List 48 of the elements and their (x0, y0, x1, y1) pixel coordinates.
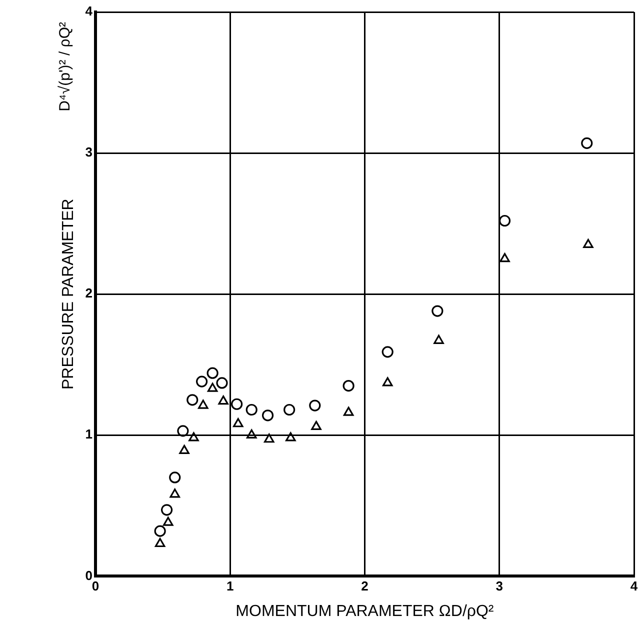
point (498, 214, 511, 227)
point (177, 425, 189, 437)
point (311, 420, 322, 430)
point (207, 382, 218, 392)
point (382, 346, 394, 358)
point (246, 429, 257, 438)
point (179, 444, 190, 454)
point (434, 334, 444, 344)
point (309, 400, 321, 412)
y-tick-label: 1 (85, 426, 92, 442)
point (196, 376, 208, 388)
x-axis-title: MOMENTUM PARAMETER ΩD/ρQ² (236, 602, 494, 620)
x-tick-label: 2 (361, 578, 368, 594)
point (169, 472, 181, 484)
point (286, 432, 296, 442)
point (163, 516, 174, 526)
y-tick-label: 2 (85, 286, 92, 301)
point (583, 238, 594, 248)
x-tick-label: 3 (496, 578, 503, 594)
x-tick-label: 4 (630, 578, 638, 594)
point (170, 488, 180, 498)
point (154, 538, 166, 548)
point (284, 404, 296, 416)
point (160, 504, 173, 516)
point (198, 400, 208, 409)
point (264, 434, 274, 443)
point (581, 137, 593, 149)
point (188, 432, 199, 442)
y-tick-label: 0 (85, 568, 92, 583)
point (186, 394, 198, 406)
point (382, 377, 393, 386)
point (246, 404, 258, 416)
point (432, 305, 444, 317)
point (206, 367, 218, 379)
point (500, 253, 510, 262)
point (154, 525, 166, 537)
point (262, 410, 274, 422)
text: D⁴√(p')² / ρQ² (56, 22, 74, 112)
y-tick-label: 3 (85, 144, 92, 160)
point (343, 406, 354, 416)
point (216, 377, 228, 389)
x-tick-label: 1 (226, 578, 234, 594)
y-axis-title: PRESSURE PARAMETER (60, 198, 78, 390)
point (231, 398, 243, 410)
point (218, 396, 228, 405)
point (233, 418, 244, 428)
y-tick-label: 4 (85, 4, 94, 19)
point (342, 380, 354, 392)
